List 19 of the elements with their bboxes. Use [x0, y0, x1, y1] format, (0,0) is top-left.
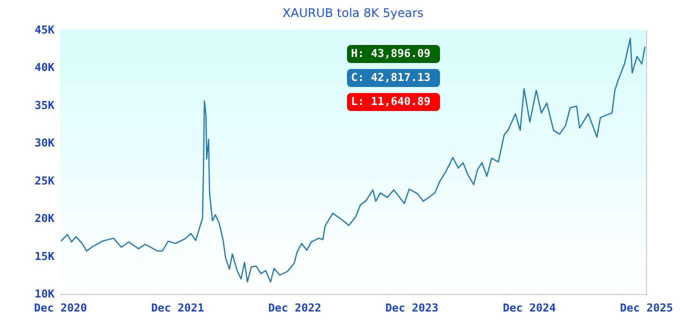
y-tick-label: 25K: [34, 174, 55, 188]
annotation: L: 11,640.89: [351, 95, 430, 108]
y-tick-label: 45K: [34, 24, 55, 36]
y-tick-label: 15K: [34, 250, 55, 263]
x-tick-label: Dec 2021: [151, 302, 204, 314]
y-tick-label: 20K: [34, 212, 55, 226]
x-tick-label: Dec 2025: [620, 302, 673, 314]
y-tick-label: 40K: [34, 61, 55, 74]
annotation: C: 42,817.13: [351, 71, 430, 84]
x-tick-label: Dec 2022: [268, 302, 322, 314]
x-tick-label: Dec 2024: [502, 302, 556, 314]
chart-title: XAURUB tola 8K 5years: [282, 6, 424, 20]
y-tick-label: 35K: [34, 98, 55, 112]
x-tick-label: Dec 2023: [385, 302, 438, 314]
y-tick-label: 30K: [34, 136, 55, 150]
y-tick-label: 10K: [34, 288, 55, 300]
annotation: H: 43,896.09: [351, 47, 430, 60]
x-tick-label: Dec 2020: [34, 302, 87, 314]
line-series: [60, 38, 646, 283]
